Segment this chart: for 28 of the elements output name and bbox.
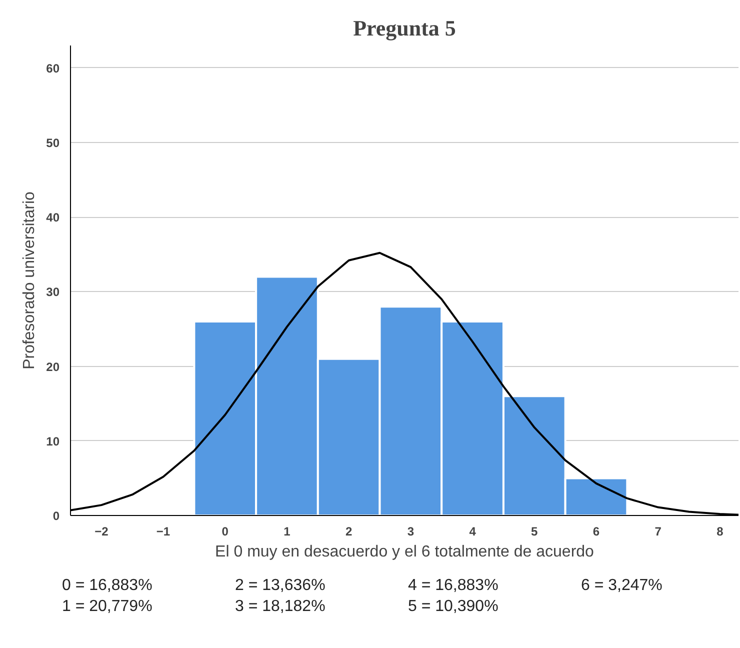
y-tick-label: 20 — [46, 360, 60, 374]
y-axis-title: Profesorado universitario — [21, 191, 38, 370]
x-axis-title: El 0 muy en desacuerdo y el 6 totalmente de acuerdo — [215, 544, 594, 560]
text: 4 = 16,883% — [408, 576, 498, 596]
text: 1 = 20,779% — [62, 597, 152, 617]
y-tick-label: 30 — [46, 285, 60, 300]
x-tick-label: 5 — [531, 524, 538, 538]
x-tick-label: 0 — [222, 524, 229, 538]
x-tick-label: 6 — [592, 524, 600, 538]
y-tick-label: 40 — [46, 210, 60, 225]
x-tick-label: 4 — [469, 524, 476, 538]
y-tick-label: 50 — [46, 136, 60, 150]
text: 3 = 18,182% — [235, 597, 326, 617]
chart-title: Pregunta 5 — [353, 16, 456, 40]
x-tick-label: −1 — [156, 524, 170, 538]
text: 6 = 3,247% — [581, 576, 662, 596]
x-tick-label: 1 — [284, 524, 291, 538]
x-tick-label: 3 — [407, 524, 414, 538]
x-tick-label: 2 — [345, 524, 352, 538]
y-tick-label: 60 — [46, 61, 60, 76]
x-tick-label: 8 — [716, 524, 724, 538]
text: 2 = 13,636% — [235, 576, 326, 596]
x-tick-label: 7 — [654, 524, 662, 538]
y-tick-label: 0 — [52, 509, 60, 523]
y-tick-label: 10 — [46, 434, 60, 448]
x-tick-label: −2 — [94, 524, 109, 538]
text: 0 = 16,883% — [62, 576, 152, 596]
text: 5 = 10,390% — [408, 597, 498, 617]
